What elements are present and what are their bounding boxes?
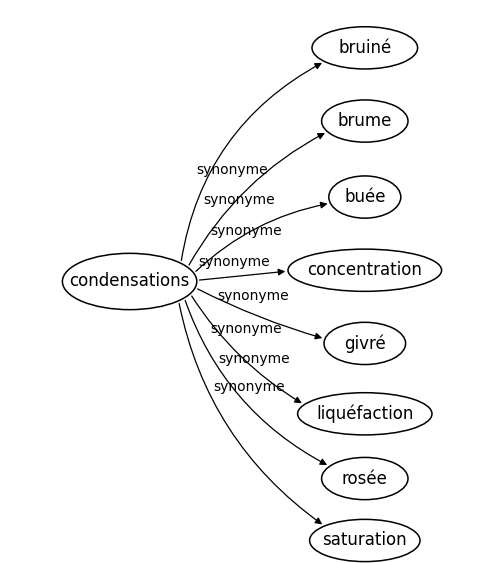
- FancyArrowPatch shape: [200, 269, 284, 280]
- Ellipse shape: [329, 176, 401, 218]
- Text: synonyme: synonyme: [210, 323, 282, 337]
- Text: synonyme: synonyme: [196, 163, 268, 177]
- Text: saturation: saturation: [323, 531, 407, 549]
- Text: synonyme: synonyme: [218, 351, 289, 365]
- Ellipse shape: [288, 249, 442, 292]
- FancyArrowPatch shape: [192, 296, 300, 403]
- Ellipse shape: [310, 519, 420, 562]
- Ellipse shape: [322, 457, 408, 500]
- FancyArrowPatch shape: [189, 133, 324, 265]
- Text: rosée: rosée: [342, 470, 388, 488]
- FancyArrowPatch shape: [179, 303, 321, 524]
- Text: synonyme: synonyme: [211, 224, 282, 238]
- Ellipse shape: [322, 100, 408, 142]
- Text: synonyme: synonyme: [214, 380, 285, 394]
- Text: concentration: concentration: [307, 261, 422, 279]
- Text: synonyme: synonyme: [203, 193, 275, 207]
- Text: liquéfaction: liquéfaction: [316, 405, 413, 423]
- Text: givré: givré: [344, 334, 385, 352]
- FancyArrowPatch shape: [198, 289, 321, 339]
- Ellipse shape: [324, 322, 406, 365]
- Text: brume: brume: [337, 112, 392, 130]
- Text: buée: buée: [344, 188, 385, 206]
- Text: condensations: condensations: [70, 272, 190, 291]
- FancyArrowPatch shape: [196, 202, 326, 271]
- FancyArrowPatch shape: [185, 301, 326, 464]
- Ellipse shape: [312, 27, 418, 69]
- Text: bruiné: bruiné: [338, 39, 391, 57]
- Ellipse shape: [298, 393, 432, 435]
- Ellipse shape: [62, 253, 197, 310]
- Text: synonyme: synonyme: [198, 256, 270, 270]
- FancyArrowPatch shape: [181, 64, 321, 261]
- Text: synonyme: synonyme: [218, 289, 289, 303]
